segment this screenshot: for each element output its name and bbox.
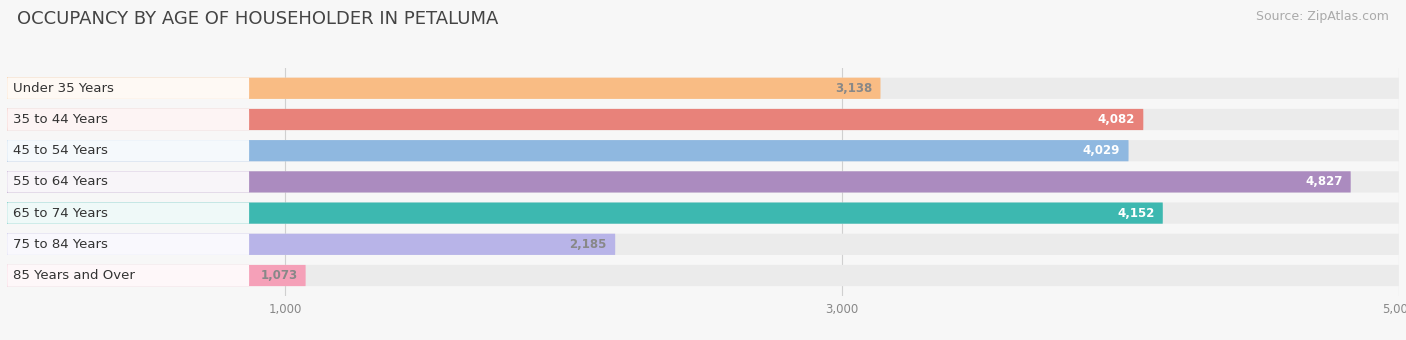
Text: OCCUPANCY BY AGE OF HOUSEHOLDER IN PETALUMA: OCCUPANCY BY AGE OF HOUSEHOLDER IN PETAL…	[17, 10, 498, 28]
FancyBboxPatch shape	[7, 140, 1399, 161]
FancyBboxPatch shape	[7, 109, 1399, 130]
FancyBboxPatch shape	[7, 265, 305, 286]
Text: 3,138: 3,138	[835, 82, 872, 95]
FancyBboxPatch shape	[7, 140, 1129, 161]
FancyBboxPatch shape	[7, 171, 1351, 192]
FancyBboxPatch shape	[7, 109, 1143, 130]
Text: 45 to 54 Years: 45 to 54 Years	[13, 144, 108, 157]
FancyBboxPatch shape	[7, 140, 249, 161]
FancyBboxPatch shape	[7, 234, 249, 255]
Text: 2,185: 2,185	[569, 238, 607, 251]
Text: 4,029: 4,029	[1083, 144, 1121, 157]
Text: 55 to 64 Years: 55 to 64 Years	[13, 175, 108, 188]
FancyBboxPatch shape	[7, 109, 249, 130]
FancyBboxPatch shape	[7, 265, 1399, 286]
Text: 4,827: 4,827	[1305, 175, 1343, 188]
Text: 4,082: 4,082	[1098, 113, 1135, 126]
FancyBboxPatch shape	[7, 78, 1399, 99]
Text: 4,152: 4,152	[1118, 207, 1154, 220]
Text: 85 Years and Over: 85 Years and Over	[13, 269, 135, 282]
FancyBboxPatch shape	[7, 78, 249, 99]
FancyBboxPatch shape	[7, 234, 1399, 255]
FancyBboxPatch shape	[7, 234, 616, 255]
FancyBboxPatch shape	[7, 203, 1399, 224]
Text: 1,073: 1,073	[260, 269, 298, 282]
Text: Source: ZipAtlas.com: Source: ZipAtlas.com	[1256, 10, 1389, 23]
FancyBboxPatch shape	[7, 78, 880, 99]
Text: 75 to 84 Years: 75 to 84 Years	[13, 238, 108, 251]
Text: Under 35 Years: Under 35 Years	[13, 82, 114, 95]
FancyBboxPatch shape	[7, 171, 1399, 192]
FancyBboxPatch shape	[7, 203, 249, 224]
FancyBboxPatch shape	[7, 171, 249, 192]
FancyBboxPatch shape	[7, 265, 249, 286]
Text: 65 to 74 Years: 65 to 74 Years	[13, 207, 108, 220]
Text: 35 to 44 Years: 35 to 44 Years	[13, 113, 108, 126]
FancyBboxPatch shape	[7, 203, 1163, 224]
